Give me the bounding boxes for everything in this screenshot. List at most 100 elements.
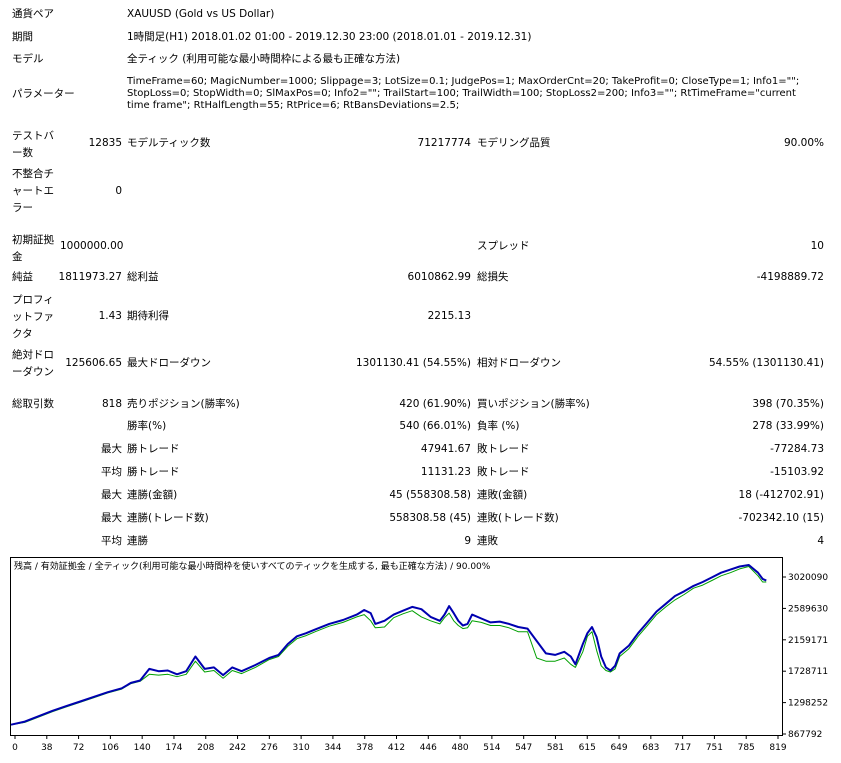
y-tick-label: 867792 bbox=[788, 730, 822, 740]
legend-model: 全ティック(利用可能な最小時間枠を使いすべてのティックを生成する, 最も正確な方… bbox=[95, 560, 448, 572]
mismatch-value: 0 bbox=[115, 185, 122, 197]
cons-loss-cnt-label: 連敗(トレード数) bbox=[477, 512, 559, 524]
loss-pct-label: 負率 (%) bbox=[477, 420, 520, 432]
max-dd-label: 最大ドローダウン bbox=[127, 357, 211, 369]
avg-cons-win-value: 9 bbox=[464, 535, 471, 547]
long-label: 買いポジション(勝率%) bbox=[477, 398, 590, 410]
abs-dd-value: 125606.65 bbox=[65, 357, 122, 369]
avg-cons-loss-value: 4 bbox=[817, 535, 824, 547]
expected-label: 期待利得 bbox=[127, 310, 169, 322]
legend-balance: 残高 bbox=[14, 560, 32, 572]
x-tick-label: 581 bbox=[547, 743, 564, 753]
x-tick-label: 649 bbox=[610, 743, 627, 753]
x-tick-label: 819 bbox=[769, 743, 786, 753]
short-label: 売りポジション(勝率%) bbox=[127, 398, 240, 410]
avg-win-value: 11131.23 bbox=[420, 466, 471, 478]
x-tick-label: 208 bbox=[197, 743, 214, 753]
avg-word-1: 平均 bbox=[101, 466, 122, 478]
x-tick-label: 751 bbox=[706, 743, 723, 753]
ticks-label: モデルティック数 bbox=[127, 137, 211, 149]
gross-profit-value: 6010862.99 bbox=[407, 271, 471, 283]
x-tick-label: 717 bbox=[674, 743, 691, 753]
balance-line bbox=[10, 564, 767, 726]
mismatch-label: 不整合チャートエラー bbox=[12, 168, 54, 214]
avg-loss-value: -15103.92 bbox=[770, 466, 824, 478]
long-value: 398 (70.35%) bbox=[752, 398, 824, 410]
legend-quality: 90.00% bbox=[456, 562, 491, 572]
x-tick-label: 310 bbox=[293, 743, 310, 753]
x-tick-label: 785 bbox=[738, 743, 755, 753]
max-word-2: 最大 bbox=[101, 489, 122, 501]
loss-pct-value: 278 (33.99%) bbox=[752, 420, 824, 432]
win-pct-value: 540 (66.01%) bbox=[399, 420, 471, 432]
bars-label: テストバー数 bbox=[12, 130, 54, 159]
cons-loss-amt-label: 連敗(金額) bbox=[477, 489, 528, 501]
total-label: 総取引数 bbox=[12, 398, 54, 410]
legend-sep-1: / bbox=[32, 562, 41, 572]
bars-value: 12835 bbox=[88, 137, 122, 149]
x-tick-label: 683 bbox=[642, 743, 659, 753]
avg-loss-label: 敗トレード bbox=[477, 466, 530, 478]
x-tick-label: 0 bbox=[12, 743, 18, 753]
rel-dd-label: 相対ドローダウン bbox=[477, 357, 561, 369]
x-tick-label: 480 bbox=[451, 743, 468, 753]
expected-value: 2215.13 bbox=[427, 310, 471, 322]
legend-sep-2: / bbox=[86, 562, 95, 572]
x-tick-label: 378 bbox=[356, 743, 373, 753]
avg-cons-loss-label: 連敗 bbox=[477, 535, 498, 547]
max-dd-value: 1301130.41 (54.55%) bbox=[355, 357, 471, 369]
deposit-value: 1000000.00 bbox=[60, 240, 124, 252]
total-value: 818 bbox=[101, 398, 122, 410]
x-tick-label: 242 bbox=[229, 743, 246, 753]
period-label: 期間 bbox=[12, 31, 33, 43]
cons-win-cnt-value: 558308.58 (45) bbox=[389, 512, 471, 524]
axis-layer: 0 38 72 106 140 174 208 242 276 310 344 378 412 446 48… bbox=[12, 573, 828, 753]
gross-profit-label: 総利益 bbox=[127, 271, 159, 283]
gross-loss-value: -4198889.72 bbox=[756, 271, 824, 283]
best-value: 47941.67 bbox=[420, 443, 471, 455]
win-pct-label: 勝率(%) bbox=[127, 420, 167, 432]
cons-win-amt-label: 連勝(金額) bbox=[127, 489, 178, 501]
short-value: 420 (61.90%) bbox=[399, 398, 471, 410]
cons-loss-amt-value: 18 (-412702.91) bbox=[738, 489, 824, 501]
gross-loss-label: 総損失 bbox=[477, 271, 509, 283]
quality-label: モデリング品質 bbox=[477, 137, 551, 149]
net-label: 純益 bbox=[12, 271, 33, 283]
worst-label: 敗トレード bbox=[477, 443, 530, 455]
rel-dd-value: 54.55% (1301130.41) bbox=[708, 357, 824, 369]
balance-chart: 残高 / 有効証拠金 / 全ティック(利用可能な最小時間枠を使いすべてのティック… bbox=[10, 557, 841, 760]
max-word-1: 最大 bbox=[101, 443, 122, 455]
chart-svg: 残高 / 有効証拠金 / 全ティック(利用可能な最小時間枠を使いすべてのティック… bbox=[10, 557, 828, 753]
x-tick-label: 412 bbox=[388, 743, 405, 753]
legend-equity: 有効証拠金 bbox=[41, 560, 86, 572]
x-tick-label: 514 bbox=[483, 743, 500, 753]
x-tick-label: 174 bbox=[165, 743, 182, 753]
y-tick-label: 1298252 bbox=[788, 699, 828, 709]
plot-frame bbox=[10, 557, 783, 736]
cons-loss-cnt-value: -702342.10 (15) bbox=[738, 512, 824, 524]
x-tick-label: 38 bbox=[41, 743, 53, 753]
max-word-3: 最大 bbox=[101, 512, 122, 524]
params-label: パラメーター bbox=[12, 88, 75, 100]
y-tick-label: 1728711 bbox=[788, 667, 828, 677]
avg-win-label: 勝トレード bbox=[127, 466, 180, 478]
deposit-label: 初期証拠金 bbox=[12, 234, 54, 263]
period-value: 1時間足(H1) 2018.01.02 01:00 - 2019.12.30 2… bbox=[127, 31, 532, 43]
model-value: 全ティック (利用可能な最小時間枠による最も正確な方法) bbox=[127, 53, 401, 65]
x-tick-label: 140 bbox=[134, 743, 151, 753]
x-tick-label: 72 bbox=[73, 743, 84, 753]
x-tick-label: 106 bbox=[102, 743, 119, 753]
cons-win-amt-value: 45 (558308.58) bbox=[389, 489, 471, 501]
symbol-label: 通貨ペア bbox=[12, 8, 54, 20]
cons-win-cnt-label: 連勝(トレード数) bbox=[127, 512, 209, 524]
x-tick-label: 446 bbox=[420, 743, 437, 753]
x-tick-label: 547 bbox=[515, 743, 532, 753]
avg-cons-win-label: 連勝 bbox=[127, 535, 148, 547]
net-value: 1811973.27 bbox=[58, 271, 122, 283]
x-tick-label: 276 bbox=[261, 743, 278, 753]
pf-value: 1.43 bbox=[98, 310, 122, 322]
params-value: TimeFrame=60; MagicNumber=1000; Slippage… bbox=[127, 76, 800, 111]
spread-label: スプレッド bbox=[477, 240, 530, 252]
x-tick-label: 615 bbox=[579, 743, 596, 753]
y-tick-label: 2159171 bbox=[788, 636, 828, 646]
